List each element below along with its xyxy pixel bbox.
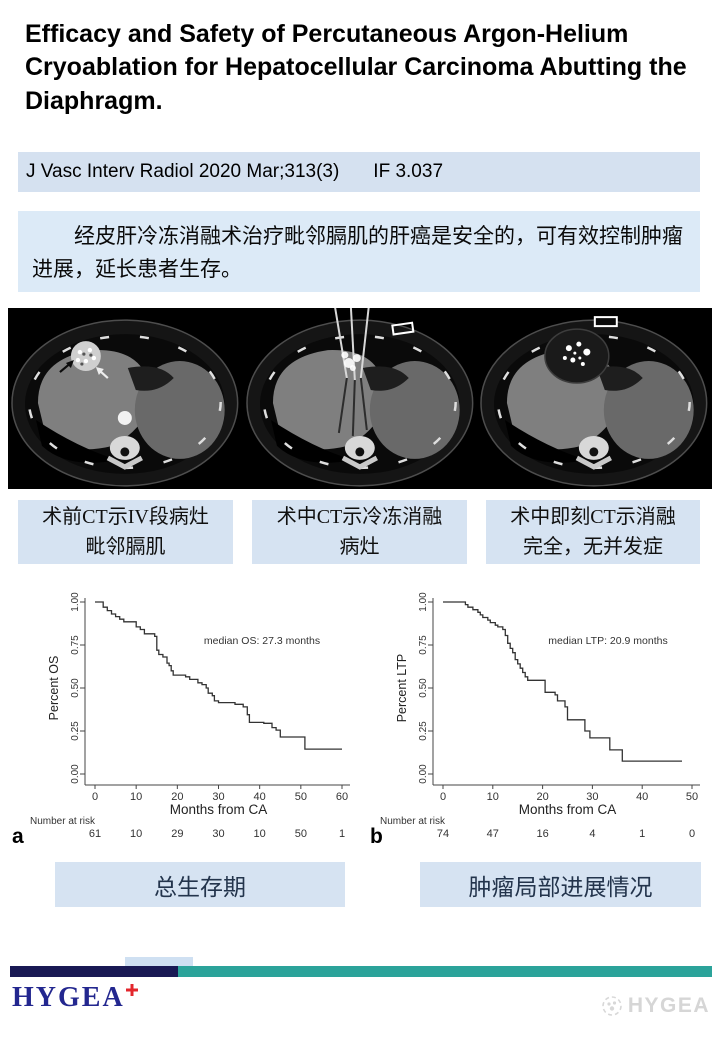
summary-box: 经皮肝冷冻消融术治疗毗邻膈肌的肝癌是安全的，可有效控制肿瘤进展，延长患者生存。 (18, 211, 700, 292)
svg-text:0.00: 0.00 (70, 764, 81, 784)
svg-text:median OS: 27.3 months: median OS: 27.3 months (204, 635, 320, 647)
svg-text:29: 29 (171, 828, 183, 840)
footer-bar-navy (10, 966, 178, 977)
ct-axial-postablation-image (477, 308, 712, 489)
footer-accent-smudge (125, 957, 193, 966)
red-cross-icon (125, 984, 138, 996)
svg-text:30: 30 (586, 791, 598, 803)
svg-text:1.00: 1.00 (418, 592, 429, 612)
svg-text:10: 10 (254, 828, 266, 840)
svg-text:Percent OS: Percent OS (47, 656, 61, 721)
svg-text:47: 47 (487, 828, 499, 840)
ct-axial-preop-image (8, 308, 243, 489)
svg-text:10: 10 (487, 791, 499, 803)
hygea-logo-text: HYGEA (12, 982, 125, 1013)
svg-text:0: 0 (92, 791, 98, 803)
svg-text:61: 61 (89, 828, 101, 840)
ct-caption-1: 术前CT示IV段病灶 毗邻膈肌 (18, 500, 233, 564)
svg-text:1: 1 (339, 828, 345, 840)
ct-image-strip (8, 308, 712, 489)
svg-text:1.00: 1.00 (70, 592, 81, 612)
svg-text:0.25: 0.25 (418, 721, 429, 741)
svg-text:Percent LTP: Percent LTP (395, 654, 409, 723)
chart-caption-ltp: 肿瘤局部进展情况 (420, 862, 701, 907)
svg-text:50: 50 (295, 791, 307, 803)
ct-caption-2: 术中CT示冷冻消融 病灶 (252, 500, 467, 564)
svg-text:0.50: 0.50 (418, 678, 429, 698)
hygea-stamp-icon (602, 996, 622, 1016)
svg-text:0: 0 (440, 791, 446, 803)
svg-text:40: 40 (254, 791, 266, 803)
svg-text:0.75: 0.75 (418, 635, 429, 655)
svg-text:0.00: 0.00 (418, 764, 429, 784)
svg-text:10: 10 (130, 791, 142, 803)
svg-text:0: 0 (689, 828, 695, 840)
svg-text:Number at risk: Number at risk (380, 816, 446, 827)
svg-text:40: 40 (636, 791, 648, 803)
chart-caption-os: 总生存期 (55, 862, 345, 907)
journal-citation: J Vasc Interv Radiol 2020 Mar;313(3) (26, 161, 340, 182)
svg-text:20: 20 (536, 791, 548, 803)
ct-caption-3: 术中即刻CT示消融 完全，无并发症 (486, 500, 700, 564)
svg-text:b: b (370, 825, 383, 846)
svg-text:0.50: 0.50 (70, 678, 81, 698)
impact-factor: IF 3.037 (373, 161, 444, 182)
svg-text:0.25: 0.25 (70, 721, 81, 741)
svg-text:30: 30 (212, 828, 224, 840)
journal-citation-bar: J Vasc Interv Radiol 2020 Mar;313(3) IF … (18, 152, 700, 192)
kaplan-meier-chart-os: 0.00 0.25 0.50 0.75 1.00 0 61 10 10 20 29 30 30 40 10 5… (12, 592, 350, 846)
ct-axial-cryoprobe-image (242, 308, 478, 489)
svg-text:50: 50 (686, 791, 698, 803)
hygea-watermark: HYGEA (601, 994, 710, 1018)
svg-text:30: 30 (212, 791, 224, 803)
hygea-logo: HYGEA (12, 982, 138, 1014)
svg-text:1: 1 (639, 828, 645, 840)
kaplan-meier-chart-ltp: 0.00 0.25 0.50 0.75 1.00 0 74 10 47 20 16 30 4 40 1 50 0… (370, 592, 700, 846)
svg-text:74: 74 (437, 828, 449, 840)
svg-text:50: 50 (295, 828, 307, 840)
svg-text:Months from CA: Months from CA (170, 802, 268, 817)
slide-title: Efficacy and Safety of Percutaneous Argo… (25, 20, 687, 115)
svg-text:60: 60 (336, 791, 348, 803)
svg-text:16: 16 (536, 828, 548, 840)
svg-text:10: 10 (130, 828, 142, 840)
svg-text:20: 20 (171, 791, 183, 803)
watermark-text: HYGEA (627, 994, 710, 1017)
svg-text:a: a (12, 825, 24, 846)
svg-text:0.75: 0.75 (70, 635, 81, 655)
svg-text:Number at risk: Number at risk (30, 816, 96, 827)
svg-text:4: 4 (589, 828, 595, 840)
footer-bar-teal (178, 966, 712, 977)
svg-text:Months from CA: Months from CA (519, 802, 617, 817)
svg-text:median LTP: 20.9 months: median LTP: 20.9 months (548, 635, 667, 647)
